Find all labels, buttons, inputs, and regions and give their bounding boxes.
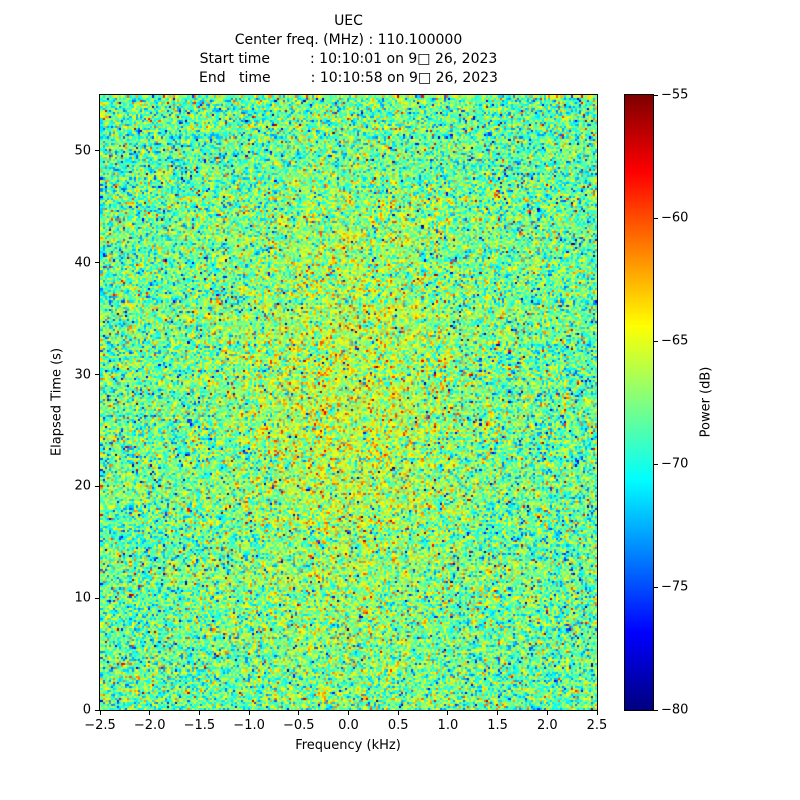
x-tick-label: 2.0 <box>536 718 558 733</box>
y-tick-label: 30 <box>74 367 91 383</box>
x-tick-label: −1.5 <box>183 718 216 733</box>
x-axis-label: Frequency (kHz) <box>295 738 401 753</box>
y-tick-mark <box>95 262 99 264</box>
x-tick-label: 0.0 <box>338 718 359 733</box>
x-tick-mark <box>447 711 449 715</box>
x-tick-label: 2.5 <box>586 718 608 733</box>
x-tick-label: −2.0 <box>133 718 166 733</box>
x-tick-mark <box>596 711 598 715</box>
y-tick-mark <box>95 150 99 152</box>
y-tick-label: 40 <box>74 255 91 271</box>
y-tick-mark <box>95 485 99 487</box>
y-tick-label: 50 <box>74 143 91 159</box>
y-axis-label: Elapsed Time (s) <box>49 347 65 457</box>
colorbar-tick-mark <box>654 463 658 465</box>
colorbar-tick-label: −55 <box>661 87 689 103</box>
y-tick-label: 0 <box>82 702 91 718</box>
colorbar <box>624 94 654 711</box>
x-tick-mark <box>99 711 101 715</box>
plot-title: UEC <box>334 13 363 29</box>
colorbar-axis-label: Power (dB) <box>698 366 714 438</box>
x-tick-mark <box>298 711 300 715</box>
x-tick-mark <box>497 711 499 715</box>
y-tick-mark <box>95 374 99 376</box>
x-tick-label: −1.0 <box>233 718 265 733</box>
x-tick-label: −2.5 <box>84 718 116 733</box>
figure-header: UEC Center freq. (MHz) : 110.100000 Star… <box>99 12 598 88</box>
x-tick-label: 1.5 <box>487 718 508 733</box>
colorbar-gradient <box>625 95 653 710</box>
colorbar-tick-mark <box>654 586 658 588</box>
y-tick-label: 20 <box>74 478 91 494</box>
colorbar-tick-label: −70 <box>661 456 689 472</box>
x-tick-mark <box>149 711 151 715</box>
x-tick-mark <box>198 711 200 715</box>
y-tick-mark <box>95 709 99 711</box>
x-tick-label: −0.5 <box>283 718 315 733</box>
spectrogram-heatmap <box>100 95 597 710</box>
colorbar-tick-label: −80 <box>661 702 689 718</box>
plot-area <box>99 94 598 711</box>
colorbar-tick-mark <box>654 709 658 711</box>
x-tick-mark <box>546 711 548 715</box>
colorbar-tick-mark <box>654 340 658 342</box>
end-time-line: End time : 10:10:58 on 9□ 26, 2023 <box>199 70 498 86</box>
y-tick-mark <box>95 597 99 599</box>
center-freq-line: Center freq. (MHz) : 110.100000 <box>234 32 463 48</box>
x-tick-mark <box>397 711 399 715</box>
x-tick-label: 0.5 <box>387 718 409 733</box>
colorbar-tick-label: −60 <box>661 210 689 226</box>
x-tick-label: 1.0 <box>437 718 459 733</box>
x-tick-mark <box>348 711 349 715</box>
start-time-line: Start time : 10:10:01 on 9□ 26, 2023 <box>199 51 498 67</box>
colorbar-tick-label: −65 <box>661 333 689 349</box>
colorbar-tick-mark <box>654 217 658 219</box>
colorbar-tick-mark <box>654 94 658 96</box>
x-tick-mark <box>248 711 250 715</box>
y-tick-label: 10 <box>74 590 91 606</box>
colorbar-tick-label: −75 <box>661 579 689 595</box>
